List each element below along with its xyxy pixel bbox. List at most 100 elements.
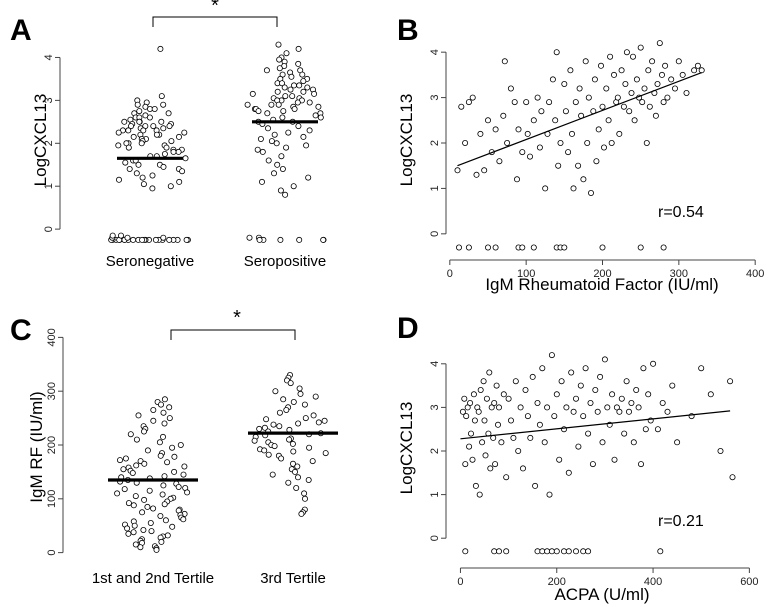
panel-b-point (582, 58, 589, 65)
panel-a-point (306, 127, 313, 134)
panel-a-point (127, 123, 134, 130)
panel-b-point (588, 189, 595, 196)
panel-a-point (160, 234, 167, 241)
panel-c-point (153, 546, 160, 553)
panel-b-point (622, 81, 629, 88)
panel-a-point (274, 88, 281, 95)
panel-d-point (580, 548, 587, 555)
panel-c-point (301, 495, 308, 502)
panel-a-point (279, 165, 286, 172)
panel-a-point (157, 45, 164, 52)
panel-a-point (300, 133, 307, 140)
panel-a-point (249, 90, 256, 97)
panel-c-point (137, 544, 144, 551)
panel-d-point (515, 447, 522, 454)
panel-b-point (530, 117, 537, 124)
panel-c-point (125, 530, 132, 537)
panel-d-ytick-label: 1 (429, 492, 441, 498)
panel-a-point (124, 234, 131, 241)
panel-b-point (462, 139, 469, 146)
panel-a-point (296, 236, 303, 243)
panel-c-point (285, 479, 292, 486)
panel-b-point (570, 185, 577, 192)
panel-b-point (538, 108, 545, 115)
panel-b-point (591, 76, 598, 83)
panel-d-point (580, 413, 587, 420)
panel-b-point (552, 117, 559, 124)
panel-c-point (139, 509, 146, 516)
panel-c-sig-star: * (233, 307, 241, 329)
panel-c-point (150, 417, 157, 424)
panel-b-point (557, 139, 564, 146)
panel-b-point (534, 94, 541, 101)
panel-a-point (306, 99, 313, 106)
panel-b-point (668, 76, 675, 83)
panel-d-point (503, 474, 510, 481)
panel-c-point (312, 393, 319, 400)
panel-d-point (498, 439, 505, 446)
panel-c-point (180, 471, 187, 478)
panel-d-point (539, 365, 546, 372)
panel-d-point (565, 469, 572, 476)
panel-d-ytick-label: 2 (429, 448, 441, 454)
panel-b-point (496, 158, 503, 165)
panel-b-ytick-label: 2 (429, 140, 441, 146)
panel-a-point (268, 101, 275, 108)
panel-b-point (561, 244, 568, 251)
panel-a-point (282, 93, 289, 100)
panel-a-point (285, 129, 292, 136)
panel-b-point (623, 49, 630, 56)
panel-a-point (274, 161, 281, 168)
panel-d-point (461, 395, 468, 402)
panel-a-point (121, 118, 128, 125)
panel-c-point (289, 460, 296, 467)
panel-b-point (595, 126, 602, 133)
panel-d-point (654, 426, 661, 433)
panel-b-point (675, 58, 682, 65)
panel-b-point (652, 112, 659, 119)
panel-a-point (254, 146, 261, 153)
panel-c-point (309, 458, 316, 465)
panel-b-point (698, 67, 705, 74)
panel-a-point (246, 234, 253, 241)
panel-a-point (294, 99, 301, 106)
panel-a-point (275, 101, 282, 108)
panel-b-point (465, 99, 472, 106)
panel-d-point (558, 378, 565, 385)
panel-b-point (569, 130, 576, 137)
panel-d-point (529, 373, 536, 380)
panel-d-point (524, 413, 531, 420)
panel-letter-d: D (397, 312, 419, 345)
panel-d-point (573, 548, 580, 555)
panel-b-point (605, 117, 612, 124)
panel-a-point (295, 45, 302, 52)
panel-b-point (484, 244, 491, 251)
panel-b-ytick-label: 0 (429, 231, 441, 237)
panel-b-point (519, 244, 526, 251)
panel-a-point (299, 71, 306, 78)
panel-d-point (466, 443, 473, 450)
panel-d-point (587, 399, 594, 406)
panel-c-point (291, 468, 298, 475)
panel-c-point (132, 541, 139, 548)
panel-c-category-label: 1st and 2nd Tertile (92, 570, 214, 587)
panel-b-xtick-label: 200 (593, 268, 611, 280)
panel-b-point (643, 139, 650, 146)
panel-d-point (500, 391, 507, 398)
panel-d-point (645, 391, 652, 398)
panel-b-point (527, 153, 534, 160)
panel-c-point (321, 417, 328, 424)
panel-b-point (519, 149, 526, 156)
panel-c-point (315, 419, 322, 426)
panel-d-ytick-label: 0 (429, 535, 441, 541)
panel-d-point (553, 391, 560, 398)
panel-a-point (295, 123, 302, 130)
panel-c-point (180, 516, 187, 523)
panel-a-point (126, 165, 133, 172)
panel-b-point (654, 81, 661, 88)
panel-d-point (613, 404, 620, 411)
panel-c-point (150, 505, 157, 512)
panel-d-point (471, 417, 478, 424)
panel-c-point (140, 428, 147, 435)
panel-a-point (277, 187, 284, 194)
